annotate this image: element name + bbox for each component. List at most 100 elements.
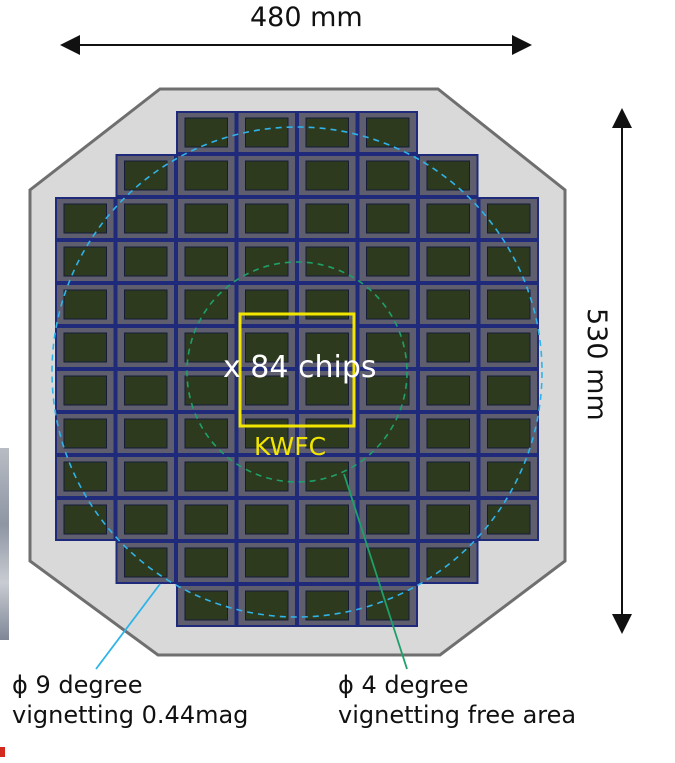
ccd-chip	[55, 455, 116, 498]
ccd-chip	[357, 584, 418, 627]
ccd-chip	[236, 197, 297, 240]
ccd-chip	[418, 283, 479, 326]
ccd-chip	[115, 240, 176, 283]
ccd-chip	[55, 197, 116, 240]
ccd-chip	[236, 326, 297, 369]
ccd-chip	[357, 240, 418, 283]
ccd-chip	[236, 369, 297, 412]
ccd-chip	[478, 326, 539, 369]
ccd-chip	[176, 326, 237, 369]
ccd-chip	[115, 326, 176, 369]
nine-degree-annotation-line2: vignetting 0.44mag	[12, 701, 249, 729]
ccd-chip	[236, 541, 297, 584]
ccd-chip	[297, 541, 358, 584]
kwfc-outline-box	[238, 312, 356, 428]
red-mark	[0, 747, 5, 757]
ccd-chip	[55, 498, 116, 541]
kwfc-label: KWFC	[254, 432, 327, 461]
ccd-chip	[176, 111, 237, 154]
ccd-chip	[297, 154, 358, 197]
ccd-chip	[478, 412, 539, 455]
adjacent-photo-edge	[0, 448, 9, 640]
ccd-chip	[478, 498, 539, 541]
ccd-chip	[418, 197, 479, 240]
ccd-chip	[357, 197, 418, 240]
four-degree-annotation-line2: vignetting free area	[338, 701, 577, 729]
ccd-chip	[297, 412, 358, 455]
ccd-chip	[297, 498, 358, 541]
ccd-chip	[115, 455, 176, 498]
ccd-chip	[55, 326, 116, 369]
four-degree-annotation-line1: ϕ 4 degree	[338, 671, 469, 699]
ccd-chip	[236, 154, 297, 197]
chip-count-label: x 84 chips	[223, 350, 377, 385]
ccd-chip	[115, 541, 176, 584]
ccd-chip	[176, 498, 237, 541]
ccd-chip	[115, 369, 176, 412]
ccd-chip	[418, 369, 479, 412]
ccd-chip	[236, 498, 297, 541]
nine-degree-annotation: ϕ 9 degree vignetting 0.44mag	[12, 670, 248, 730]
ccd-chip	[115, 283, 176, 326]
ccd-chip	[55, 412, 116, 455]
four-degree-annotation: ϕ 4 degree vignetting free area	[338, 670, 576, 730]
ccd-chip	[236, 584, 297, 627]
nine-degree-leader-line	[95, 583, 161, 670]
ccd-chip	[478, 240, 539, 283]
ccd-chip	[418, 154, 479, 197]
ccd-chip	[418, 455, 479, 498]
ccd-chip	[176, 154, 237, 197]
ccd-chip	[176, 584, 237, 627]
ccd-chip	[55, 369, 116, 412]
ccd-chip	[357, 455, 418, 498]
ccd-chip	[176, 455, 237, 498]
ccd-chip	[176, 197, 237, 240]
ccd-chip	[478, 197, 539, 240]
ccd-chip	[55, 240, 116, 283]
ccd-chip	[297, 283, 358, 326]
ccd-chip	[176, 412, 237, 455]
ccd-chip	[357, 111, 418, 154]
ccd-chip	[115, 154, 176, 197]
ccd-chip	[478, 455, 539, 498]
ccd-chip	[297, 369, 358, 412]
height-dimension-label: 530 mm	[581, 308, 612, 421]
ccd-chip	[418, 326, 479, 369]
ccd-chip	[478, 283, 539, 326]
ccd-chip	[297, 240, 358, 283]
ccd-chip	[176, 240, 237, 283]
ccd-chip	[55, 283, 116, 326]
ccd-chip	[357, 412, 418, 455]
nine-degree-annotation-line1: ϕ 9 degree	[12, 671, 143, 699]
ccd-chip	[418, 541, 479, 584]
ccd-chip	[115, 498, 176, 541]
ccd-chip	[176, 283, 237, 326]
ccd-chip	[176, 541, 237, 584]
nine-degree-field-circle	[51, 126, 543, 618]
ccd-chip	[357, 283, 418, 326]
ccd-chip-grid	[55, 111, 539, 627]
ccd-chip	[418, 498, 479, 541]
ccd-chip	[115, 412, 176, 455]
ccd-chip	[297, 197, 358, 240]
ccd-chip	[357, 498, 418, 541]
ccd-chip	[176, 369, 237, 412]
ccd-chip	[418, 240, 479, 283]
ccd-chip	[297, 455, 358, 498]
ccd-chip	[418, 412, 479, 455]
ccd-chip	[478, 369, 539, 412]
ccd-chip	[297, 584, 358, 627]
four-degree-leader-line	[343, 473, 408, 670]
four-degree-field-circle	[186, 261, 408, 483]
ccd-chip	[357, 326, 418, 369]
ccd-chip	[357, 541, 418, 584]
ccd-chip	[297, 111, 358, 154]
ccd-chip	[115, 197, 176, 240]
ccd-chip	[236, 455, 297, 498]
ccd-chip	[236, 240, 297, 283]
ccd-chip	[236, 412, 297, 455]
ccd-chip	[236, 283, 297, 326]
ccd-chip	[357, 154, 418, 197]
width-dimension-label: 480 mm	[250, 2, 363, 33]
